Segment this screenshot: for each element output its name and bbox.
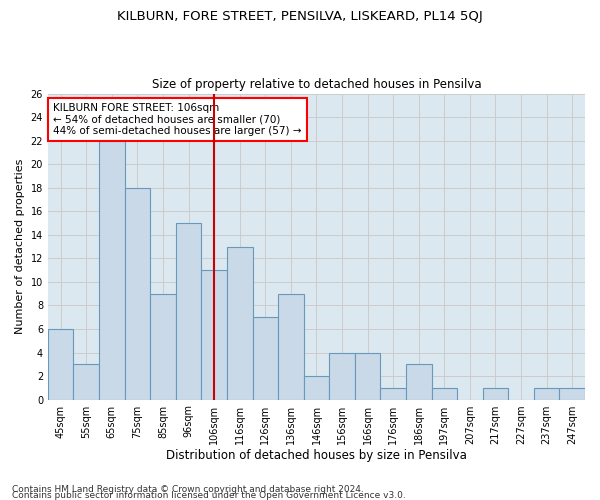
Bar — [380, 388, 406, 400]
Bar — [278, 294, 304, 400]
Text: KILBURN FORE STREET: 106sqm
← 54% of detached houses are smaller (70)
44% of sem: KILBURN FORE STREET: 106sqm ← 54% of det… — [53, 102, 302, 136]
Bar — [253, 317, 278, 400]
Bar — [125, 188, 150, 400]
Bar — [202, 270, 227, 400]
Text: Contains HM Land Registry data © Crown copyright and database right 2024.: Contains HM Land Registry data © Crown c… — [12, 484, 364, 494]
Bar — [176, 223, 202, 400]
Bar — [406, 364, 431, 400]
Y-axis label: Number of detached properties: Number of detached properties — [15, 159, 25, 334]
Bar — [534, 388, 559, 400]
Bar — [431, 388, 457, 400]
Bar — [99, 140, 125, 400]
Text: Contains public sector information licensed under the Open Government Licence v3: Contains public sector information licen… — [12, 490, 406, 500]
Bar — [48, 329, 73, 400]
Bar — [150, 294, 176, 400]
Text: KILBURN, FORE STREET, PENSILVA, LISKEARD, PL14 5QJ: KILBURN, FORE STREET, PENSILVA, LISKEARD… — [117, 10, 483, 23]
Bar — [73, 364, 99, 400]
Bar — [559, 388, 585, 400]
Title: Size of property relative to detached houses in Pensilva: Size of property relative to detached ho… — [152, 78, 481, 91]
Bar — [482, 388, 508, 400]
X-axis label: Distribution of detached houses by size in Pensilva: Distribution of detached houses by size … — [166, 450, 467, 462]
Bar — [355, 352, 380, 400]
Bar — [304, 376, 329, 400]
Bar — [227, 246, 253, 400]
Bar — [329, 352, 355, 400]
